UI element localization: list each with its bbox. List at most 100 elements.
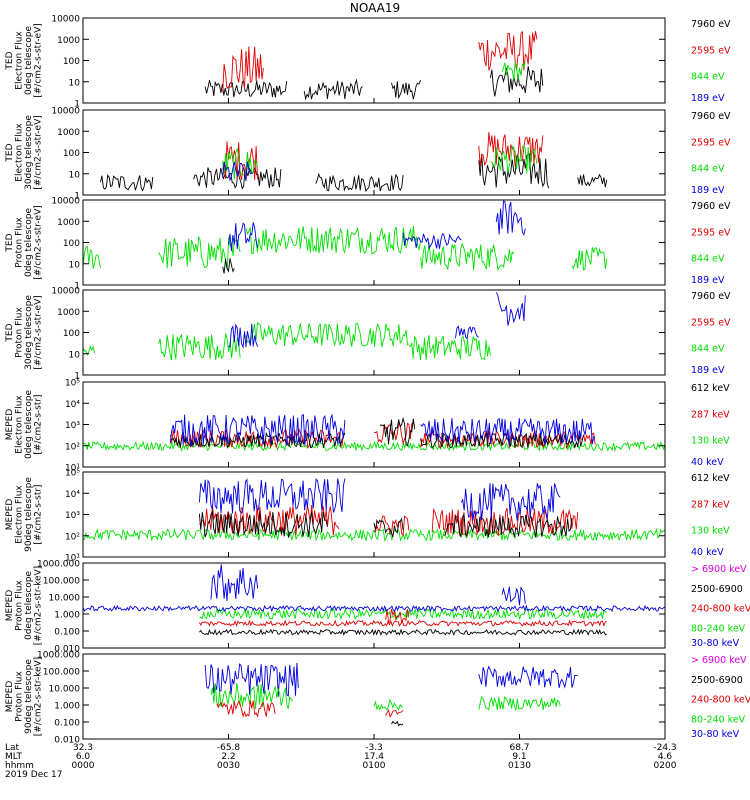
panel-2-ytick-label: 100 [63, 239, 80, 249]
panel-5-trace [373, 517, 404, 538]
panel-6-ylabel: [#/cm2-s-str-keV] [34, 566, 44, 645]
panel-3-ylabel: 30deg telescope [24, 295, 34, 370]
panel-6-ytick-label: 100.000 [43, 577, 80, 587]
panel-7-ytick-label: 1000.000 [37, 651, 80, 661]
panel-6-ytick-label: 1000.000 [37, 560, 80, 570]
xaxis-mlt-label: 9.1 [512, 752, 526, 762]
panel-4-ytick-label: 10¹ [65, 464, 80, 474]
panel-2-ylabel: 0deg telescope [24, 208, 34, 278]
panel-0-trace [204, 79, 288, 98]
panel-0-ytick-label: 1 [74, 100, 80, 110]
panel-0-ylabel: Electron Flux [15, 31, 25, 90]
panel-2-ylabel: TED [5, 233, 15, 252]
panel-1-ytick-label: 10000 [51, 107, 80, 117]
panel-1-ylabel: Electron Flux [15, 123, 25, 182]
panel-4-frame [82, 381, 666, 468]
panel-7-series-black [391, 720, 404, 727]
panel-0-ytick-label: 100 [63, 57, 80, 67]
panel-7-ytick-label: 1.000 [54, 702, 80, 712]
panel-4-ytick-label: 10⁵ [65, 379, 80, 389]
xaxis-hhmm-label: 0000 [72, 761, 95, 771]
panel-3-trace [245, 322, 410, 348]
panel-1-frame [82, 109, 666, 196]
panel-0-ylabel: 0deg telescope [24, 26, 34, 96]
panel-6-ytick-label: 0.010 [54, 645, 80, 655]
panel-6-series-green [199, 607, 608, 621]
panel-1-trace [222, 161, 253, 182]
panel-4-trace [420, 432, 584, 449]
panel-2-ytick-label: 1000 [57, 218, 80, 228]
panel-3-legend-item: 844 eV [691, 344, 725, 355]
panel-2-ytick-label: 10 [69, 260, 81, 270]
panel-2-legend-item: 7960 eV [691, 201, 731, 212]
panel-1-trace [315, 172, 404, 193]
panel-0-legend-item: 844 eV [691, 72, 725, 83]
panel-4-legend-item: 287 keV [691, 409, 730, 420]
panel-6-ytick-label: 1.000 [54, 611, 80, 621]
panel-7-series-blue [204, 662, 578, 697]
panel-4-trace [420, 417, 596, 446]
panel-3-legend-item: 189 eV [691, 365, 725, 376]
panel-0-series-black [204, 66, 544, 101]
panel-2-series-green [82, 225, 608, 271]
panel-6-series-red [199, 608, 607, 628]
panel-3-ytick-label: 10000 [51, 287, 80, 297]
panel-1-trace [222, 141, 259, 181]
panel-4-ylabel: MEPED [5, 409, 15, 441]
panel-2-trace [420, 242, 515, 271]
panel-7-legend-item: 2500-6900 [691, 675, 743, 686]
panel-1-legend-item: 844 eV [691, 164, 725, 175]
panel-3-ylabel: Proton Flux [15, 307, 25, 358]
panel-2-trace [158, 235, 241, 270]
panel-5-ytick-label: 10⁴ [65, 490, 80, 500]
panel-1-legend-item: 7960 eV [691, 111, 731, 122]
panel-3-trace [82, 345, 96, 356]
panel-0-legend-item: 7960 eV [691, 19, 731, 30]
panel-3-ylabel: TED [5, 323, 15, 342]
panel-5-legend-item: 612 keV [691, 473, 730, 484]
panel-2-trace [245, 225, 422, 255]
panel-6-legend-item: 2500-6900 [691, 584, 743, 595]
panel-7-ylabel: 90deg telescope [24, 659, 34, 734]
panel-0-series-green [501, 61, 526, 82]
panel-6-ytick-label: 10.000 [49, 594, 81, 604]
xaxis-lat-label: -3.3 [365, 743, 383, 753]
xaxis-hhmm-label: 0030 [217, 761, 240, 771]
panel-0-trace [303, 78, 363, 101]
panel-1-ylabel: TED [5, 143, 15, 162]
panel-1-series-red [222, 132, 544, 181]
panel-7-trace [373, 698, 404, 711]
panel-1-legend-item: 189 eV [691, 185, 725, 196]
panel-5-ylabel: 90deg telescope [24, 477, 34, 552]
panel-6-ytick-label: 0.100 [54, 628, 80, 638]
panel-7-series-red [216, 700, 404, 718]
panel-7-ytick-label: 100.000 [43, 668, 80, 678]
panel-3-ylabel: [#/cm2-s-str-eV] [34, 295, 44, 370]
panel-7-trace [478, 695, 561, 712]
panel-1-series-blue [222, 161, 253, 182]
panel-0-ylabel: [#/cm2-s-str-eV] [34, 23, 44, 98]
panel-0-trace [222, 46, 264, 93]
panel-5-trace [431, 508, 579, 537]
panel-2-trace [495, 200, 526, 237]
panel-7-legend-item: 80-240 keV [691, 714, 746, 725]
panel-5-trace [198, 509, 328, 538]
panel-6-ylabel: Proton Flux [15, 580, 25, 631]
panel-6-legend-item: 240-800 keV [691, 604, 750, 615]
panel-2-trace [571, 247, 608, 271]
panel-7-frame [82, 653, 666, 740]
xaxis-lat-label: -24.3 [653, 743, 676, 753]
xaxis-row-label: MLT [5, 752, 23, 762]
panel-6-legend-item: 30-80 keV [691, 638, 740, 649]
panel-5-ytick-label: 10³ [65, 511, 80, 521]
panel-5-series-blue [198, 478, 561, 521]
panel-2-trace [222, 258, 235, 274]
panel-4-ytick-label: 10³ [65, 421, 80, 431]
panel-2-trace [402, 232, 462, 250]
panel-0-legend-item: 2595 eV [691, 45, 731, 56]
panel-2-ytick-label: 1 [74, 282, 80, 292]
panel-7-series-green [210, 682, 561, 712]
panel-2-legend-item: 2595 eV [691, 227, 731, 238]
panel-6-trace [210, 564, 259, 601]
panel-7-trace [385, 708, 404, 718]
